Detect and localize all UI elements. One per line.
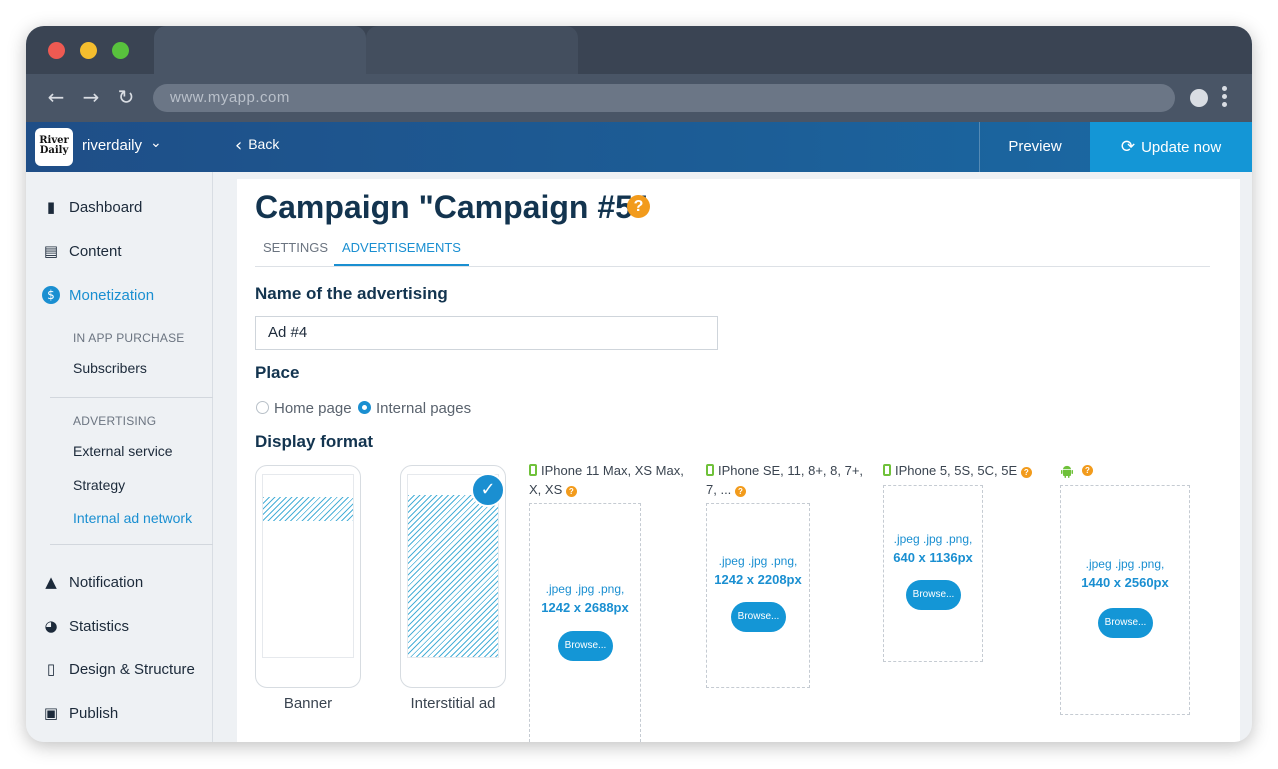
tab-settings[interactable]: SETTINGS	[263, 240, 329, 255]
selected-check-icon: ✓	[471, 473, 505, 507]
phone-icon: ▯	[46, 660, 56, 678]
upload-dropzone[interactable]: .jpeg .jpg .png, 640 x 1136px Browse...	[883, 485, 983, 662]
sidebar-item-statistics[interactable]: ◕ Statistics	[26, 613, 213, 641]
sidebar-item-subscribers[interactable]: Subscribers	[73, 360, 147, 376]
device-title-iphone-11-max: IPhone 11 Max, XS Max, X, XS ?	[529, 463, 684, 497]
advertising-name-input[interactable]: Ad #4	[255, 316, 718, 350]
accepted-formats: .jpeg .jpg .png,	[1085, 557, 1165, 571]
required-size: 1242 x 2688px	[541, 600, 629, 615]
main-panel: Campaign "Campaign #5" ? SETTINGS ADVERT…	[237, 179, 1240, 742]
page-title: Campaign "Campaign #5"	[255, 189, 649, 225]
sidebar-item-internal-ad-network[interactable]: Internal ad network	[73, 510, 193, 526]
sidebar-item-design-structure[interactable]: ▯ Design & Structure	[26, 656, 213, 684]
profile-icon[interactable]	[1190, 89, 1208, 107]
help-icon[interactable]: ?	[734, 486, 746, 497]
chevron-down-icon[interactable]: ⌄	[150, 135, 162, 151]
phone-icon	[529, 464, 537, 476]
pie-chart-icon: ◕	[44, 617, 58, 635]
display-format-label: Display format	[255, 432, 374, 451]
upload-dropzone[interactable]: .jpeg .jpg .png, 1242 x 2208px Browse...	[706, 503, 810, 688]
help-icon[interactable]: ?	[1082, 465, 1093, 476]
tab-advertisements[interactable]: ADVERTISEMENTS	[334, 240, 469, 266]
publish-icon: ▣	[43, 704, 59, 722]
back-arrow-icon[interactable]: ←	[47, 85, 65, 109]
tab-bar: SETTINGS ADVERTISEMENTS	[255, 239, 1210, 267]
forward-arrow-icon[interactable]: →	[82, 85, 100, 109]
accepted-formats: .jpeg .jpg .png,	[893, 532, 973, 546]
browser-titlebar	[26, 26, 1252, 74]
browser-tab[interactable]	[366, 26, 578, 74]
help-icon[interactable]: ?	[627, 195, 650, 218]
format-banner-card[interactable]	[255, 465, 361, 688]
browser-window: ← → ↻ www.myapp.com River Daily riverdail…	[26, 26, 1252, 742]
required-size: 1440 x 2560px	[1081, 575, 1169, 590]
radio-circle	[256, 401, 269, 414]
accepted-formats: .jpeg .jpg .png,	[545, 582, 625, 596]
browse-button[interactable]: Browse...	[906, 580, 961, 610]
device-title-iphone-5: IPhone 5, 5S, 5C, 5E ?	[883, 461, 1043, 480]
url-bar[interactable]: www.myapp.com	[153, 84, 1175, 112]
interstitial-placeholder	[408, 495, 498, 657]
in-app-purchase-heading: IN APP PURCHASE	[73, 331, 185, 345]
document-icon: ▤	[43, 242, 59, 260]
browse-button[interactable]: Browse...	[731, 602, 786, 632]
phone-screen	[262, 474, 354, 658]
name-label: Name of the advertising	[255, 284, 448, 303]
sidebar-item-notification[interactable]: ▲ Notification	[26, 569, 213, 597]
reload-icon[interactable]: ↻	[117, 85, 135, 109]
bell-icon: ▲	[45, 573, 57, 591]
required-size: 640 x 1136px	[893, 550, 973, 565]
upload-dropzone[interactable]: .jpeg .jpg .png, 1242 x 2688px Browse...	[529, 503, 641, 742]
accepted-formats: .jpeg .jpg .png,	[718, 554, 798, 568]
phone-icon	[706, 464, 714, 476]
radio-home-page[interactable]: Home page	[256, 400, 352, 417]
android-icon	[1061, 465, 1073, 478]
interstitial-caption: Interstitial ad	[410, 695, 496, 712]
phone-screen	[407, 474, 499, 658]
sidebar-divider	[50, 544, 213, 545]
phone-icon	[883, 464, 891, 476]
upload-dropzone[interactable]: .jpeg .jpg .png, 1440 x 2560px Browse...	[1060, 485, 1190, 715]
help-icon[interactable]: ?	[1020, 467, 1032, 478]
chevron-left-icon: ‹	[235, 135, 243, 156]
back-link[interactable]: ‹ Back	[235, 135, 280, 156]
maximize-window-button[interactable]	[112, 42, 129, 59]
browser-tab-active[interactable]	[154, 26, 366, 74]
sidebar-item-external-service[interactable]: External service	[73, 443, 173, 459]
radio-internal-pages[interactable]: Internal pages	[358, 400, 471, 417]
kebab-menu-icon[interactable]	[1222, 86, 1228, 110]
bar-chart-icon: ▮	[46, 198, 56, 216]
brand-name[interactable]: riverdaily	[82, 137, 143, 154]
close-window-button[interactable]	[48, 42, 65, 59]
app-header: River Daily riverdaily ⌄ ‹ Back Preview ⟳ U…	[26, 122, 1252, 172]
help-icon[interactable]: ?	[565, 486, 577, 497]
advertising-heading: ADVERTISING	[73, 414, 157, 428]
sidebar-item-dashboard[interactable]: ▮ Dashboard	[26, 194, 213, 222]
device-title-iphone-se: IPhone SE, 11, 8+, 8, 7+, 7, ... ?	[706, 463, 864, 497]
sidebar: ▮ Dashboard ▤ Content $ Monetization IN APP…	[26, 172, 213, 742]
sidebar-item-monetization[interactable]: $ Monetization	[26, 282, 213, 310]
dollar-icon: $	[42, 286, 60, 304]
required-size: 1242 x 2208px	[714, 572, 802, 587]
sidebar-item-strategy[interactable]: Strategy	[73, 477, 126, 493]
place-label: Place	[255, 363, 300, 382]
browse-button[interactable]: Browse...	[1098, 608, 1153, 638]
update-now-button[interactable]: ⟳ Update now	[1090, 122, 1252, 172]
brand-logo[interactable]: River Daily	[35, 128, 73, 166]
radio-circle-selected	[358, 401, 371, 414]
sidebar-divider	[50, 397, 213, 398]
minimize-window-button[interactable]	[80, 42, 97, 59]
banner-placeholder	[263, 497, 353, 521]
banner-caption: Banner	[283, 695, 333, 712]
sync-icon: ⟳	[1120, 137, 1136, 157]
sidebar-item-content[interactable]: ▤ Content	[43, 242, 122, 260]
sidebar-item-publish[interactable]: ▣ Publish	[43, 704, 119, 722]
preview-button[interactable]: Preview	[979, 122, 1090, 172]
browse-button[interactable]: Browse...	[558, 631, 613, 661]
